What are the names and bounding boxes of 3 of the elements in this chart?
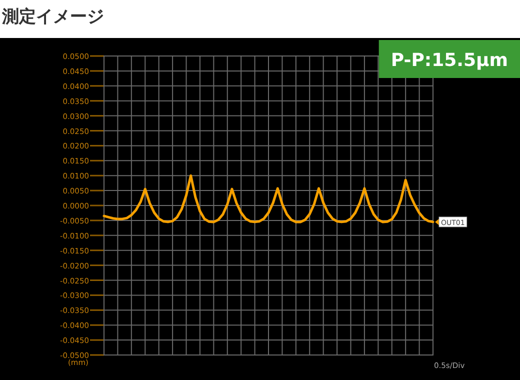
annotation: P-P:15.5μm [390, 50, 508, 71]
chart-title: 測定イメージ [1, 7, 104, 27]
annotation: P-P:15.5μm [378, 40, 520, 78]
